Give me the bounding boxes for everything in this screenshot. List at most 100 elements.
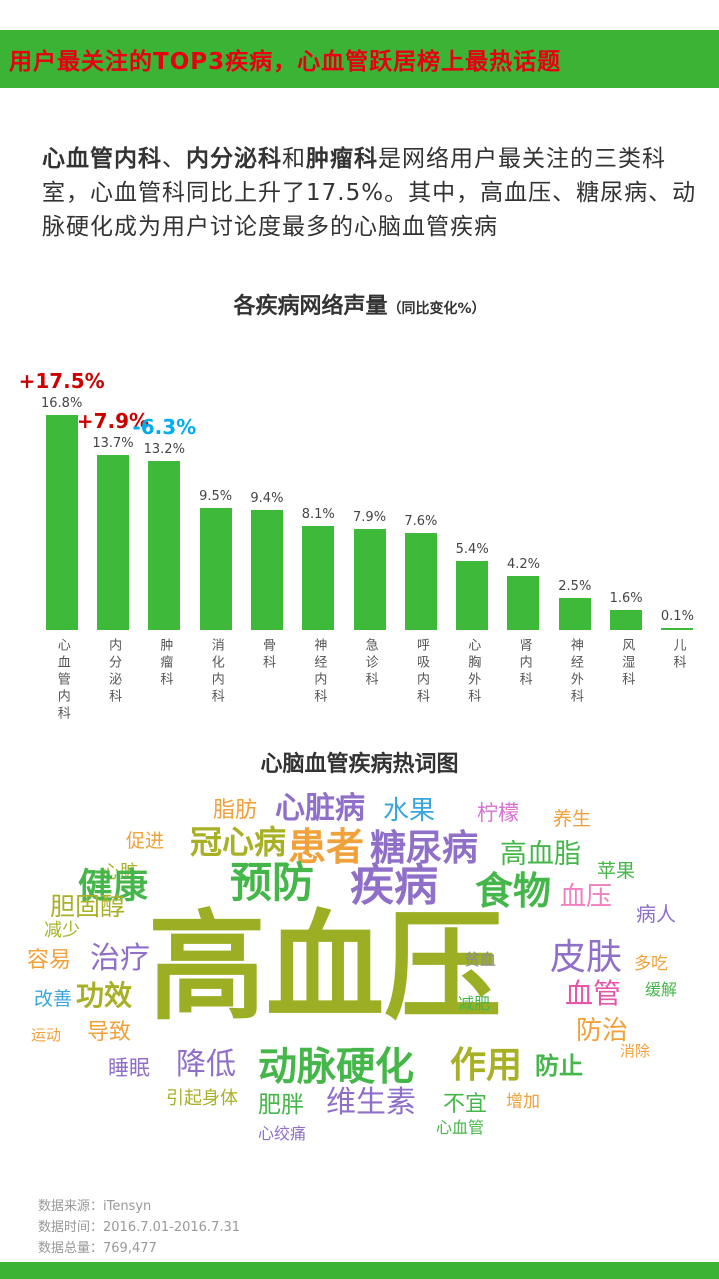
wordcloud-title: 心脑血管疾病热词图: [260, 752, 459, 777]
cloud-word: 养生: [553, 808, 592, 830]
cloud-word: 健康: [78, 867, 149, 907]
cloud-word: 血压: [560, 882, 613, 912]
bar-annotation: -6.3%: [132, 415, 197, 439]
bar-chart-title-suffix: （同比变化%）: [387, 301, 486, 317]
cloud-word: 贫血: [464, 950, 497, 969]
cloud-word: 心绞痛: [258, 1124, 307, 1143]
bar-column: 8.1% 神经内科: [293, 334, 344, 740]
bar: [661, 628, 694, 630]
cloud-word: 高血脂: [500, 839, 581, 870]
bar-column: 9.4% 骨科: [241, 334, 292, 740]
cloud-word: 高血压: [148, 898, 503, 1036]
bar-value-label: 2.5%: [558, 579, 592, 594]
bar-plot-area: 5.4%: [447, 334, 498, 630]
cloud-word: 减少: [44, 920, 80, 941]
cloud-word: 功效: [76, 979, 133, 1012]
cloud-word: 心脏病: [275, 791, 365, 826]
footer-line: 数据来源：iTensyn: [38, 1199, 152, 1214]
intro-segment: 是网络用户最关注的三类科室，心血管科同比上升了17.5%。其中，高血压、糖尿病、…: [42, 146, 697, 240]
banner-title: 用户最关注的TOP3疾病，心血管跃居榜上最热话题: [9, 49, 562, 75]
intro-segment: 内分泌科: [186, 146, 282, 172]
footer-line: 数据时间：2016.7.01-2016.7.31: [38, 1220, 241, 1235]
bar: [353, 529, 386, 630]
bar: [148, 461, 181, 630]
bar: [404, 533, 437, 630]
cloud-word: 防治: [576, 1016, 629, 1046]
footer-meta: 数据来源：iTensyn 数据时间：2016.7.01-2016.7.31 数据总量…: [38, 1196, 240, 1259]
bar-column: +7.9% 13.7% 内分泌科: [77, 334, 149, 740]
cloud-word: 患者: [288, 825, 365, 869]
cloud-word: 心脏: [102, 862, 138, 883]
bar-column: 1.6% 风湿科: [600, 334, 651, 740]
bottom-bar: [0, 1262, 719, 1279]
bar-plot-area: 2.5%: [549, 334, 600, 630]
bar: [96, 455, 129, 630]
bar-plot-area: +7.9% 13.7%: [77, 334, 149, 630]
cloud-word: 改善: [34, 988, 73, 1010]
bar-chart: +17.5% 16.8% 心血管内科 +7.9% 13.7% 内分泌科 -6.3% 13.2%…: [19, 334, 703, 740]
cloud-word: 作用: [450, 1045, 523, 1086]
bar-category-label: 儿科: [670, 638, 686, 672]
intro-text: 心血管内科、内分泌科和肿瘤科是网络用户最关注的三类科室，心血管科同比上升了17.…: [42, 142, 702, 244]
bar-plot-area: 7.9%: [344, 334, 395, 630]
bar-value-label: 9.4%: [250, 491, 284, 506]
bar-category-label: 风湿科: [619, 638, 635, 689]
bar-plot-area: 0.1%: [652, 334, 703, 630]
cloud-word: 增加: [506, 1092, 540, 1112]
bar-value-label: 5.4%: [455, 542, 489, 557]
bar-category-label: 急诊科: [362, 638, 378, 689]
cloud-word: 食物: [475, 869, 552, 913]
cloud-word: 多吃: [634, 954, 668, 974]
top-banner: 用户最关注的TOP3疾病，心血管跃居榜上最热话题: [0, 30, 719, 88]
cloud-word: 病人: [636, 902, 676, 926]
cloud-word: 导致: [87, 1020, 132, 1045]
bar: [199, 508, 232, 630]
bar-value-label: 1.6%: [609, 591, 643, 606]
cloud-word: 维生素: [326, 1085, 416, 1120]
cloud-word: 预防: [230, 858, 315, 907]
cloud-word: 防止: [535, 1052, 583, 1080]
bar-column: +17.5% 16.8% 心血管内科: [19, 334, 105, 740]
bar-value-label: 0.1%: [660, 609, 694, 624]
cloud-word: 冠心病: [190, 823, 287, 861]
bar-chart-title: 各疾病网络声量（同比变化%）: [0, 288, 719, 320]
bar: [302, 526, 335, 630]
bar-column: 2.5% 神经外科: [549, 334, 600, 740]
bar-value-label: 16.8%: [41, 396, 83, 411]
bar-plot-area: 9.5%: [190, 334, 241, 630]
bar-plot-area: +17.5% 16.8%: [19, 334, 105, 630]
cloud-word: 水果: [383, 796, 436, 826]
cloud-word: 运动: [31, 1026, 62, 1044]
cloud-word: 心血管: [436, 1118, 485, 1137]
intro-segment: 心血管内科: [42, 146, 162, 172]
bar-column: 7.6% 呼吸内科: [395, 334, 446, 740]
cloud-word: 容易: [27, 948, 72, 973]
bar-column: 0.1% 儿科: [652, 334, 703, 740]
bar-chart-columns: +17.5% 16.8% 心血管内科 +7.9% 13.7% 内分泌科 -6.3% 13.2%…: [19, 334, 703, 740]
bar-column: 5.4% 心胸外科: [447, 334, 498, 740]
intro-segment: 和: [282, 146, 306, 172]
cloud-word: 消除: [620, 1042, 651, 1060]
bar-annotation: +17.5%: [18, 369, 105, 393]
cloud-word: 脂肪: [213, 798, 258, 823]
cloud-word: 肥胖: [258, 1092, 304, 1118]
bar: [507, 576, 540, 630]
bar-plot-area: -6.3% 13.2%: [132, 334, 196, 630]
bar-category-label: 心血管内科: [54, 638, 70, 723]
cloud-word: 降低: [176, 1047, 236, 1082]
bar-plot-area: 1.6%: [600, 334, 651, 630]
bar-category-label: 神经内科: [311, 638, 327, 706]
bar-plot-area: 4.2%: [498, 334, 549, 630]
cloud-word: 皮肤: [550, 937, 623, 978]
cloud-word: 治疗: [90, 941, 150, 976]
cloud-word: 减肥: [458, 994, 491, 1013]
bar: [45, 415, 78, 630]
intro-segment: 肿瘤科: [306, 146, 378, 172]
bar-category-label: 肾内科: [516, 638, 532, 689]
bar: [610, 610, 643, 630]
intro-segment: 、: [162, 146, 186, 172]
bar-category-label: 消化内科: [208, 638, 224, 706]
bar: [558, 598, 591, 630]
bar-plot-area: 7.6%: [395, 334, 446, 630]
